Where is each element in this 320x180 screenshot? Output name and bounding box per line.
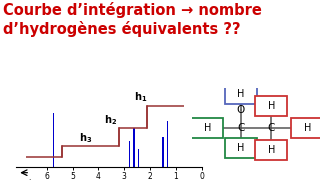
Text: H: H: [268, 101, 275, 111]
Bar: [129, 141, 130, 167]
Bar: [167, 121, 168, 167]
Text: $\mathbf{h}_\mathbf{3}$: $\mathbf{h}_\mathbf{3}$: [79, 131, 92, 145]
FancyBboxPatch shape: [291, 118, 320, 138]
Text: C: C: [268, 123, 275, 133]
Text: H: H: [204, 123, 211, 133]
Text: Courbe d’intégration → nombre
d’hydrogènes équivalents ??: Courbe d’intégration → nombre d’hydrogèn…: [3, 2, 262, 37]
FancyBboxPatch shape: [225, 84, 257, 104]
Bar: [138, 148, 140, 167]
Text: H: H: [237, 89, 244, 99]
Text: $\delta$ (en ppm): $\delta$ (en ppm): [0, 177, 33, 180]
Text: C: C: [237, 123, 244, 133]
FancyBboxPatch shape: [255, 96, 287, 116]
Bar: [133, 128, 135, 167]
Bar: [162, 137, 164, 167]
Text: H: H: [237, 143, 244, 153]
Bar: [53, 113, 54, 167]
FancyBboxPatch shape: [255, 140, 287, 160]
Text: O: O: [236, 105, 245, 115]
FancyBboxPatch shape: [225, 138, 257, 158]
Text: H: H: [268, 145, 275, 155]
Text: $\mathbf{h}_\mathbf{1}$: $\mathbf{h}_\mathbf{1}$: [134, 90, 148, 104]
FancyBboxPatch shape: [191, 118, 223, 138]
Text: H: H: [303, 123, 311, 133]
Text: $\mathbf{h}_\mathbf{2}$: $\mathbf{h}_\mathbf{2}$: [104, 113, 116, 127]
